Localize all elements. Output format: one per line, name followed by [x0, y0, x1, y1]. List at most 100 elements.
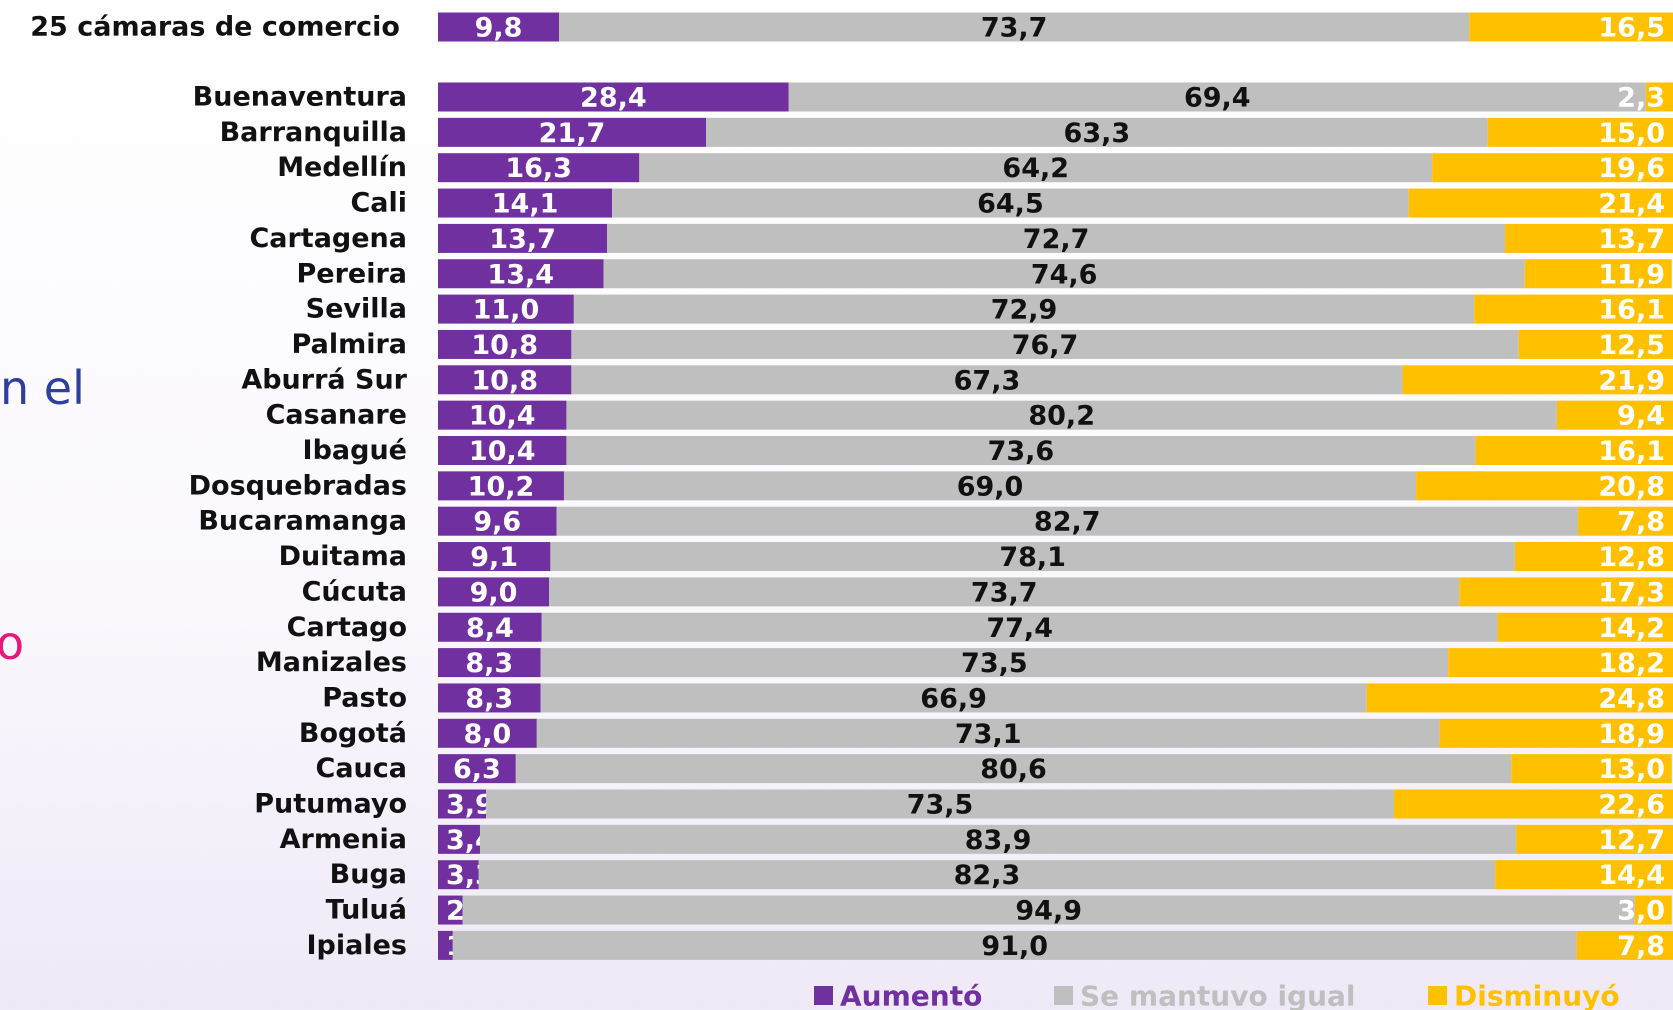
- legend-label: Aumentó: [840, 980, 982, 1010]
- bar-segment: [1524, 259, 1672, 289]
- value-label: 9,0: [470, 577, 518, 608]
- bar-segment: [607, 223, 1506, 253]
- legend-label: Se mantuvo igual: [1080, 980, 1356, 1010]
- value-label: 16,1: [1598, 436, 1665, 467]
- value-label: 78,1: [999, 542, 1066, 573]
- bar-segment: [559, 12, 1470, 42]
- side-text: o: [0, 616, 24, 670]
- bar-segment: [438, 153, 640, 183]
- bar-segment: [612, 188, 1409, 218]
- value-label: 14,4: [1598, 860, 1665, 891]
- bar-segment: [1487, 117, 1673, 147]
- value-label: 10,4: [469, 401, 536, 432]
- bar-segment: [438, 188, 613, 218]
- y-tick-label: Bucaramanga: [198, 506, 407, 537]
- value-label: 13,7: [1598, 224, 1665, 255]
- y-tick-label: Cartagena: [249, 223, 407, 254]
- bar-segment: [1469, 12, 1673, 42]
- value-label: 73,5: [907, 790, 974, 821]
- bar-segment: [1448, 648, 1673, 678]
- bar-segment: [1516, 824, 1673, 854]
- value-label: 3,0: [1617, 896, 1665, 927]
- bar-segment: [541, 612, 1498, 642]
- bar-segment: [438, 259, 604, 289]
- value-label: 73,6: [988, 436, 1055, 467]
- value-label: 7,8: [1617, 931, 1665, 962]
- value-label: 10,4: [469, 436, 536, 467]
- value-label: 18,2: [1598, 648, 1665, 679]
- value-label: 15,0: [1598, 118, 1665, 149]
- bar-segment: [705, 117, 1488, 147]
- bar-segment: [1402, 365, 1673, 395]
- value-label: 64,5: [977, 189, 1044, 220]
- bar-segment: [1514, 542, 1673, 572]
- value-label: 72,9: [991, 295, 1058, 326]
- value-label: 77,4: [986, 613, 1053, 644]
- y-tick-label: Manizales: [256, 647, 407, 678]
- bar-segment: [1366, 683, 1673, 713]
- value-label: 6,3: [453, 754, 501, 785]
- legend-swatch: [1428, 986, 1447, 1005]
- y-tick-label: Casanare: [266, 400, 407, 431]
- bar-segment: [438, 223, 608, 253]
- bar-segment: [438, 365, 572, 395]
- bar-segment: [438, 577, 550, 607]
- bar-segment: [438, 930, 453, 960]
- bar-segment: [1497, 612, 1673, 642]
- value-label: 10,8: [471, 365, 538, 396]
- bar-segment: [1474, 294, 1673, 324]
- value-label: 7,8: [1617, 507, 1665, 538]
- legend-swatch: [814, 986, 833, 1005]
- y-tick-label: 25 cámaras de comercio: [30, 12, 400, 43]
- value-label: 91,0: [981, 931, 1048, 962]
- value-label: 13,0: [1598, 754, 1665, 785]
- bar-segment: [550, 542, 1515, 572]
- legend-swatch: [1054, 986, 1073, 1005]
- value-label: 9,1: [470, 542, 518, 573]
- value-label: 94,9: [1015, 896, 1082, 927]
- value-label: 19,6: [1598, 153, 1665, 184]
- y-tick-label: Ipiales: [307, 930, 408, 961]
- bar-segment: [1518, 329, 1673, 359]
- bar-segment: [479, 824, 1517, 854]
- bar-segment: [1408, 188, 1673, 218]
- bar-segment: [1393, 789, 1673, 819]
- bar-segment: [438, 400, 567, 430]
- bar-segment: [438, 648, 541, 678]
- bar-segment: [1439, 718, 1673, 748]
- value-label: 18,9: [1598, 719, 1665, 750]
- value-label: 22,6: [1598, 790, 1665, 821]
- bar-segment: [603, 259, 1525, 289]
- value-label: 12,5: [1598, 330, 1665, 361]
- value-label: 9,6: [473, 507, 521, 538]
- bar-segment: [452, 930, 1577, 960]
- value-label: 21,7: [539, 118, 606, 149]
- y-tick-label: Pasto: [322, 682, 407, 713]
- value-label: 72,7: [1023, 224, 1090, 255]
- bar-segment: [438, 436, 567, 465]
- value-label: 73,7: [971, 577, 1038, 608]
- bar-segment: [486, 789, 1394, 819]
- bar-segment: [1634, 895, 1672, 925]
- y-tick-label: Duitama: [279, 541, 407, 572]
- bar-segment: [438, 683, 541, 713]
- y-tick-label: Putumayo: [254, 789, 407, 820]
- value-label: 21,4: [1598, 189, 1665, 220]
- bar-segment: [1432, 153, 1673, 183]
- bar-segment: [515, 754, 1512, 784]
- value-label: 13,7: [489, 224, 556, 255]
- bar-segment: [1416, 471, 1673, 501]
- value-label: 14,2: [1598, 613, 1665, 644]
- value-label: 8,3: [465, 683, 513, 714]
- y-tick-label: Buga: [330, 859, 407, 890]
- y-tick-label: Cartago: [287, 612, 407, 643]
- bar-segment: [566, 436, 1476, 465]
- value-label: 14,1: [492, 189, 559, 220]
- y-tick-label: Armenia: [280, 824, 407, 855]
- value-label: 73,1: [955, 719, 1022, 750]
- bar-segment: [438, 542, 551, 572]
- y-tick-label: Dosquebradas: [189, 470, 407, 501]
- value-label: 66,9: [920, 683, 987, 714]
- y-tick-label: Cali: [350, 188, 407, 219]
